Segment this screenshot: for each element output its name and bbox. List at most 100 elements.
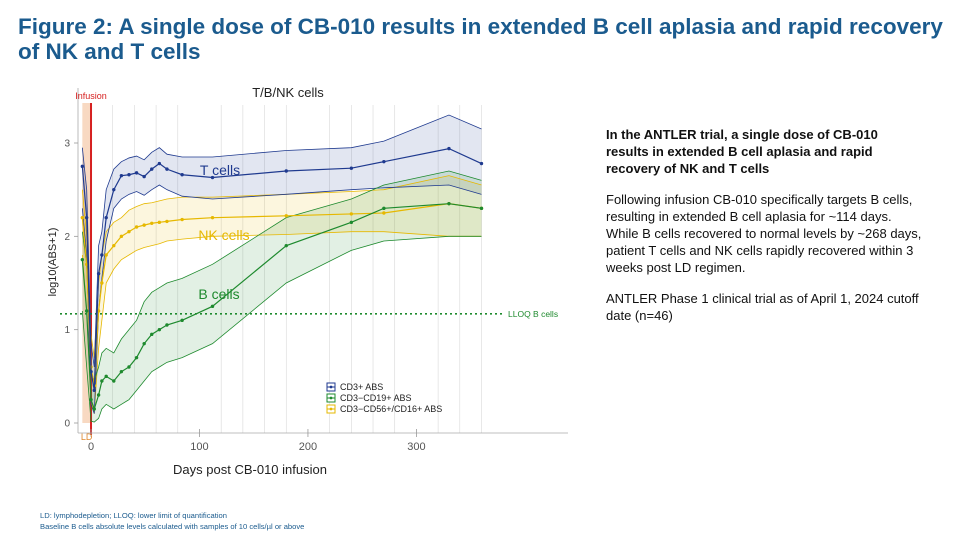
- ld-label: LD: [81, 432, 93, 442]
- t-cells-point: [127, 173, 131, 177]
- t-cells-point: [157, 161, 162, 166]
- b-cells-point: [165, 323, 169, 327]
- t-cells-point: [479, 161, 484, 166]
- t-cells-point: [150, 167, 154, 171]
- y-axis-title: log10(ABS+1): [47, 228, 59, 297]
- y-tick-label: 1: [64, 325, 70, 336]
- b-cells-point: [127, 365, 131, 369]
- nk-cells-point: [284, 214, 288, 218]
- t-cells-point: [92, 388, 96, 393]
- nk-cells-point: [165, 219, 169, 224]
- b-cells-lower-line: [81, 235, 482, 423]
- legend-marker: [329, 396, 333, 400]
- nk-cells-lower-line: [81, 231, 482, 414]
- b-cells-point: [180, 318, 184, 323]
- b-cells-point: [210, 304, 215, 309]
- t-cells-point: [84, 215, 89, 220]
- legend-label: CD3+ ABS: [340, 382, 383, 392]
- t-cells-point: [80, 164, 85, 169]
- nk-cells-point: [180, 217, 184, 222]
- t-cells-point: [165, 167, 169, 171]
- y-tick-label: 3: [64, 139, 70, 150]
- b-cells-point: [89, 397, 93, 402]
- nk-cells-point: [210, 215, 215, 220]
- nk-cells-mean-line: [81, 203, 482, 386]
- t-cells-lower-line: [81, 184, 482, 414]
- t-cells-point: [284, 169, 288, 173]
- b-cells-point: [96, 393, 101, 397]
- nk-cells-point: [112, 243, 116, 248]
- b-cells-label: B cells: [198, 286, 239, 302]
- footnote-abbreviations: LD: lymphodepletion; LLOQ: lower limit o…: [40, 511, 227, 520]
- t-cells-point: [119, 173, 124, 178]
- summary-panel: In the ANTLER trial, a single dose of CB…: [606, 126, 924, 338]
- legend-label: CD3−CD19+ ABS: [340, 393, 412, 403]
- t-cells-point: [349, 166, 354, 170]
- t-cells-point: [134, 171, 139, 175]
- nk-cells-point: [104, 253, 108, 257]
- nk-cells-point: [80, 215, 85, 220]
- b-cells-point: [479, 206, 484, 211]
- b-cells-point: [150, 332, 154, 337]
- nk-cells-point: [150, 221, 154, 225]
- nk-cells-point: [119, 234, 124, 239]
- page-title: Figure 2: A single dose of CB-010 result…: [18, 14, 943, 64]
- x-tick-label: 0: [88, 441, 94, 453]
- t-cells-mean-line: [81, 147, 482, 391]
- summary-note: ANTLER Phase 1 clinical trial as of Apri…: [606, 291, 919, 323]
- y-tick-label: 0: [64, 419, 70, 430]
- legend-marker: [329, 385, 333, 389]
- b-cells-point: [104, 374, 108, 379]
- b-cells-point: [447, 201, 451, 206]
- t-cells-point: [104, 215, 108, 220]
- x-tick-label: 100: [190, 441, 208, 453]
- chart-title: T/B/NK cells: [252, 85, 324, 100]
- lloq-label: LLOQ B cells: [508, 309, 558, 319]
- b-cells-upper-line: [81, 170, 482, 383]
- b-cells-point: [119, 369, 124, 374]
- t-cells-band: [82, 115, 482, 414]
- b-cells-mean-line: [81, 203, 482, 411]
- b-cells-point: [84, 309, 89, 313]
- b-cells-point: [92, 407, 96, 411]
- t-cells-point: [447, 146, 451, 151]
- x-tick-label: 300: [407, 441, 425, 453]
- t-cells-point: [100, 253, 104, 257]
- infusion-label: Infusion: [75, 91, 107, 101]
- x-tick-label: 200: [299, 441, 317, 453]
- t-cells-point: [142, 174, 146, 179]
- b-cells-point: [157, 327, 162, 332]
- nk-cells-label: NK cells: [198, 227, 249, 243]
- y-tick-label: 2: [64, 232, 70, 243]
- b-cells-point: [134, 355, 139, 360]
- footnote-baseline: Baseline B cells absolute levels calcula…: [40, 521, 305, 531]
- footnotes: LD: lymphodepletion; LLOQ: lower limit o…: [40, 511, 304, 532]
- nk-cells-point: [157, 220, 162, 225]
- b-cells-point: [284, 243, 288, 248]
- legend-marker: [329, 407, 333, 411]
- b-cells-point: [112, 379, 116, 383]
- legend-label: CD3−CD56+/CD16+ ABS: [340, 404, 442, 414]
- b-cells-point: [80, 257, 85, 262]
- nk-cells-point: [127, 229, 131, 234]
- nk-cells-point: [142, 223, 146, 227]
- b-cells-point: [100, 379, 104, 383]
- nk-cells-band: [82, 175, 482, 414]
- summary-body: Following infusion CB-010 specifically t…: [606, 192, 922, 275]
- x-axis-title: Days post CB-010 infusion: [173, 462, 327, 477]
- chart: 0 1 2 3 0 100 200 300 Days post CB-010 infusion l…: [47, 85, 568, 477]
- t-cells-upper-line: [81, 114, 482, 368]
- t-cells-point: [382, 159, 386, 164]
- b-cells-point: [382, 206, 386, 211]
- nk-cells-point: [349, 212, 354, 216]
- nk-cells-point: [382, 211, 386, 215]
- t-cells-point: [112, 187, 116, 192]
- t-cells-point: [96, 271, 101, 276]
- t-cells-point: [180, 173, 184, 177]
- b-cells-point: [349, 220, 354, 225]
- b-cells-band: [82, 171, 482, 423]
- t-cells-label: T cells: [200, 162, 240, 178]
- t-cells-point: [210, 175, 215, 180]
- nk-cells-point: [134, 225, 139, 229]
- b-cells-point: [142, 341, 146, 346]
